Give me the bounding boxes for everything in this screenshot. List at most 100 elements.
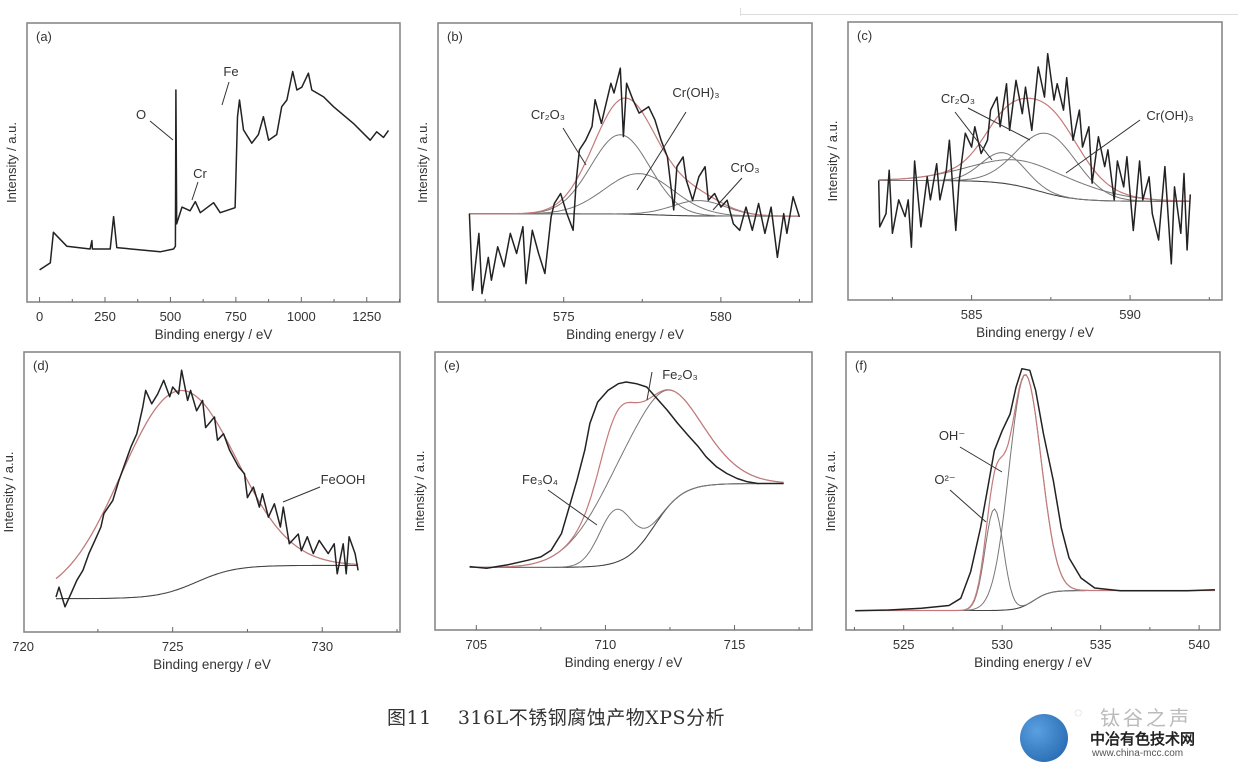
- experimental-spectrum: [55, 369, 359, 608]
- x-axis-label: Binding energy / eV: [566, 327, 684, 342]
- plot-frame: [845, 351, 1221, 631]
- annotation-leader-line: [712, 177, 743, 211]
- figure-caption: 图11 316L不锈钢腐蚀产物XPS分析: [387, 707, 726, 729]
- x-axis-label: Binding energy / eV: [153, 657, 271, 672]
- fit-component-curve: [469, 483, 784, 568]
- annotation-leader-line: [959, 446, 1003, 473]
- plot-frame: [434, 351, 813, 631]
- experimental-spectrum: [855, 367, 1215, 612]
- fit-envelope-curve: [469, 389, 784, 568]
- panel-f: 525 530 535 540 Binding energy / eV Intensity…: [823, 351, 1221, 670]
- fit-envelope-curve: [469, 97, 800, 217]
- background-line: [469, 482, 784, 568]
- x-tick-label: 590: [1119, 307, 1141, 322]
- peak-annotation: Fe₂O₃: [662, 367, 698, 382]
- fit-envelope-curve: [55, 389, 359, 580]
- x-tick-label: 1250: [352, 309, 381, 324]
- peak-annotation: Fe: [223, 64, 238, 79]
- panel-d: 720 725 730 Binding energy / eV Intensity / …: [1, 351, 401, 672]
- x-tick-label: 0: [36, 309, 43, 324]
- peak-annotation: O: [136, 107, 146, 122]
- fit-envelope-curve: [855, 374, 1215, 612]
- peak-annotation: Cr(OH)₃: [1146, 108, 1193, 123]
- annotation-leader-line: [967, 107, 1031, 141]
- x-tick-label: 715: [724, 637, 746, 652]
- watermark-url: www.china-mcc.com: [1092, 748, 1184, 759]
- panel-label: (c): [857, 28, 872, 43]
- plot-frame: [847, 21, 1223, 301]
- peak-annotation: Cr(OH)₃: [672, 85, 719, 100]
- plot-frame: [23, 351, 401, 633]
- panel-a: 0 250 500 750 1000 1250 Binding energy / eV Int…: [4, 22, 401, 342]
- peak-annotation: OH⁻: [939, 428, 965, 443]
- divider-tick: [740, 8, 741, 16]
- background-line: [855, 589, 1215, 612]
- annotation-leader-line: [636, 111, 687, 191]
- plot-frame: [26, 22, 401, 303]
- x-tick-label: 1000: [287, 309, 316, 324]
- peak-annotation: Cr: [193, 166, 207, 181]
- x-tick-label: 500: [160, 309, 182, 324]
- annotation-leader-line: [954, 111, 993, 161]
- divider-line: [740, 14, 1238, 15]
- annotation-leader-line: [1065, 119, 1141, 174]
- y-axis-label: Intensity / a.u.: [415, 122, 430, 203]
- annotation-leader-line: [562, 127, 587, 166]
- panel-label: (d): [33, 358, 49, 373]
- fit-component-curve: [878, 132, 1191, 202]
- experimental-spectrum: [469, 381, 784, 570]
- peak-annotation: CrO₃: [730, 160, 759, 175]
- x-axis-label: Binding energy / eV: [155, 327, 273, 342]
- x-axis-label: Binding energy / eV: [976, 325, 1094, 340]
- peak-annotation: Cr₂O₃: [531, 107, 565, 122]
- x-tick-label: 580: [710, 309, 732, 324]
- x-axis-label: Binding energy / eV: [974, 655, 1092, 670]
- x-tick-label: 535: [1090, 637, 1112, 652]
- x-tick-label: 540: [1188, 637, 1210, 652]
- xps-panels: 0 250 500 750 1000 1250 Binding energy / eV Int…: [1, 21, 1223, 672]
- annotation-leader-line: [949, 489, 987, 523]
- annotation-leader-line: [282, 486, 321, 503]
- y-axis-label: Intensity / a.u.: [823, 451, 838, 532]
- panel-label: (e): [444, 358, 460, 373]
- x-tick-label: 250: [94, 309, 116, 324]
- x-tick-label: 710: [595, 637, 617, 652]
- x-tick-label: 585: [961, 307, 983, 322]
- plot-frame: [437, 22, 813, 303]
- y-axis-label: Intensity / a.u.: [4, 122, 19, 203]
- panel-label: (a): [36, 29, 52, 44]
- fit-component-curve: [469, 173, 800, 217]
- x-tick-label: 750: [225, 309, 247, 324]
- panel-e: 705 710 715 Binding energy / eV Intensity / …: [412, 351, 813, 670]
- panel-label: (b): [447, 29, 463, 44]
- peak-annotation: Fe₃O₄: [522, 472, 558, 487]
- x-tick-label: 720: [12, 639, 34, 654]
- y-axis-label: Intensity / a.u.: [825, 121, 840, 202]
- watermark: ◌ 钛谷之声 中冶有色技术网 www.china-mcc.com: [1020, 700, 1235, 766]
- x-axis-label: Binding energy / eV: [565, 655, 683, 670]
- watermark-title: 钛谷之声: [1100, 706, 1192, 730]
- annotation-leader-line: [149, 120, 174, 141]
- y-axis-label: Intensity / a.u.: [412, 451, 427, 532]
- annotation-leader-line: [191, 181, 199, 201]
- fit-component-curve: [855, 508, 1215, 611]
- peak-annotation: Cr₂O₃: [941, 91, 975, 106]
- wechat-icon: ◌: [1074, 706, 1083, 721]
- panel-b: 575 580 Binding energy / eV Intensity / a.u…: [415, 22, 813, 342]
- x-tick-label: 575: [553, 309, 575, 324]
- peak-annotation: O²⁻: [934, 472, 955, 487]
- y-axis-label: Intensity / a.u.: [1, 452, 16, 533]
- fit-component-curve: [469, 134, 800, 217]
- experimental-spectrum: [468, 67, 801, 295]
- globe-logo-icon: [1020, 714, 1068, 762]
- x-tick-label: 530: [991, 637, 1013, 652]
- background-line: [56, 564, 359, 600]
- experimental-spectrum: [877, 52, 1192, 265]
- experimental-spectrum: [39, 70, 390, 271]
- peak-annotation: FeOOH: [321, 472, 366, 487]
- panel-label: (f): [855, 358, 867, 373]
- x-tick-label: 730: [311, 639, 333, 654]
- x-tick-label: 525: [893, 637, 915, 652]
- annotation-leader-line: [646, 371, 653, 401]
- x-tick-label: 705: [465, 637, 487, 652]
